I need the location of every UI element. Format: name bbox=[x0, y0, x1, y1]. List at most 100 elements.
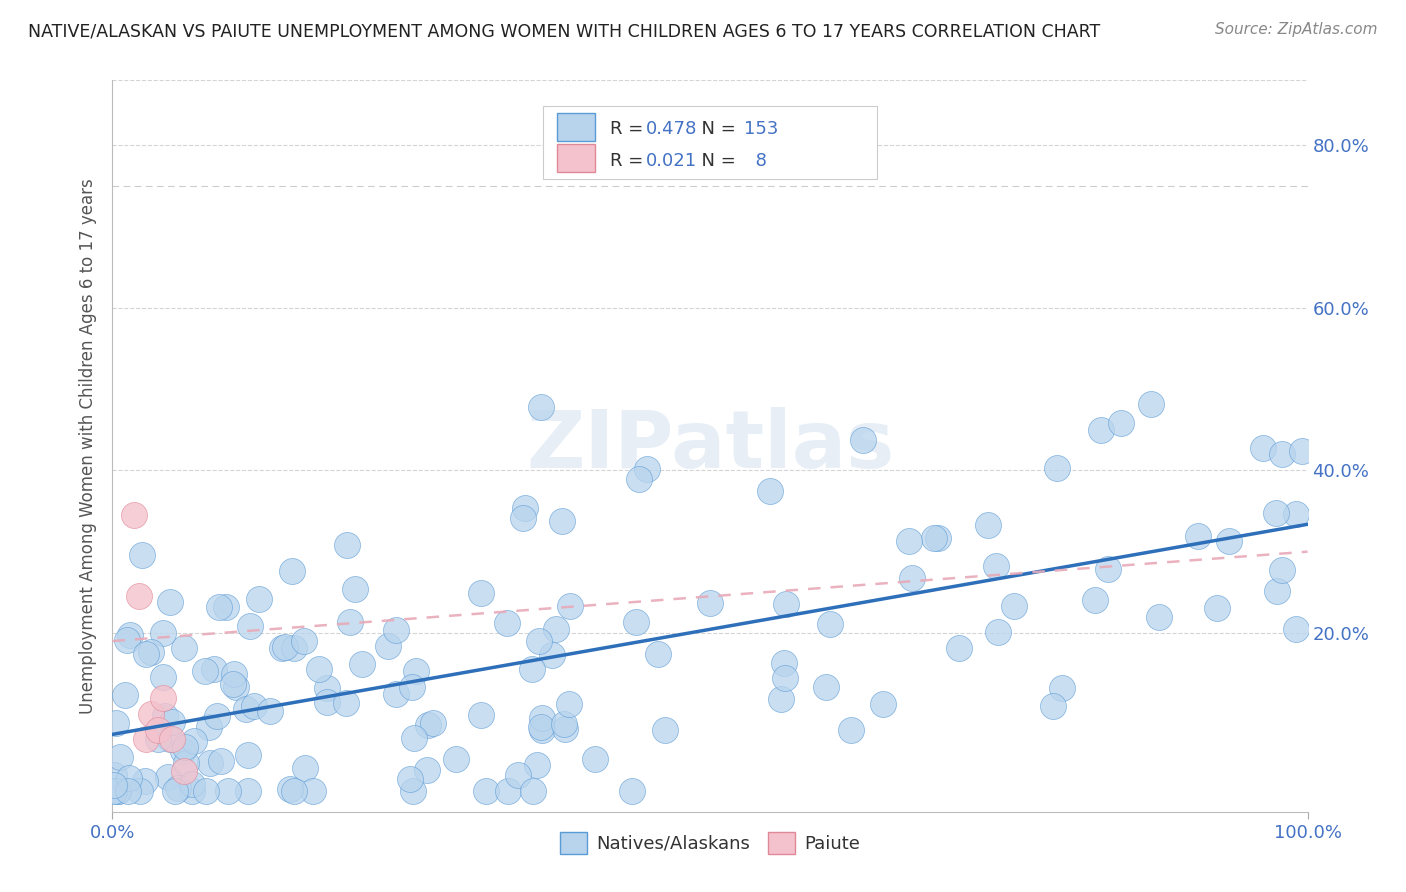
Point bbox=[129, 784, 152, 798]
Point bbox=[422, 715, 444, 730]
Point bbox=[385, 687, 408, 701]
Point bbox=[624, 615, 647, 629]
Point bbox=[1264, 506, 1286, 520]
Point bbox=[152, 690, 174, 705]
Point bbox=[209, 754, 232, 768]
Point bbox=[1187, 529, 1209, 543]
Point bbox=[818, 616, 841, 631]
Point bbox=[316, 695, 339, 709]
Point bbox=[1042, 699, 1064, 714]
Point bbox=[654, 723, 676, 737]
Point bbox=[1285, 622, 1308, 636]
Text: 8: 8 bbox=[744, 152, 766, 169]
Point bbox=[247, 592, 270, 607]
Point bbox=[553, 716, 575, 731]
Point bbox=[222, 666, 245, 681]
Text: 0.021: 0.021 bbox=[645, 152, 696, 169]
Point bbox=[418, 718, 440, 732]
Legend: Natives/Alaskans, Paiute: Natives/Alaskans, Paiute bbox=[553, 825, 868, 861]
Point bbox=[162, 714, 184, 729]
Point bbox=[551, 514, 574, 528]
Point bbox=[135, 731, 157, 746]
Point bbox=[243, 698, 266, 713]
Point bbox=[236, 784, 259, 798]
Point bbox=[208, 600, 231, 615]
Point bbox=[152, 626, 174, 640]
Point bbox=[385, 623, 408, 637]
Point bbox=[114, 688, 136, 702]
Point bbox=[927, 531, 949, 545]
Point bbox=[292, 633, 315, 648]
Point bbox=[174, 756, 197, 770]
Point bbox=[159, 732, 181, 747]
Point bbox=[446, 752, 468, 766]
Point bbox=[274, 640, 297, 655]
Text: NATIVE/ALASKAN VS PAIUTE UNEMPLOYMENT AMONG WOMEN WITH CHILDREN AGES 6 TO 17 YEA: NATIVE/ALASKAN VS PAIUTE UNEMPLOYMENT AM… bbox=[28, 22, 1101, 40]
Point bbox=[198, 756, 221, 770]
Text: ZIPatlas: ZIPatlas bbox=[526, 407, 894, 485]
Point bbox=[135, 648, 157, 662]
Point bbox=[157, 770, 180, 784]
Y-axis label: Unemployment Among Women with Children Ages 6 to 17 years: Unemployment Among Women with Children A… bbox=[79, 178, 97, 714]
Point bbox=[699, 596, 721, 610]
Point bbox=[405, 665, 427, 679]
FancyBboxPatch shape bbox=[557, 113, 595, 141]
Point bbox=[1109, 416, 1132, 430]
Point bbox=[1285, 507, 1308, 521]
Point bbox=[399, 772, 422, 787]
Point bbox=[131, 548, 153, 562]
Point bbox=[1271, 563, 1294, 577]
Text: Source: ZipAtlas.com: Source: ZipAtlas.com bbox=[1215, 22, 1378, 37]
Point bbox=[540, 648, 562, 662]
Point bbox=[520, 662, 543, 676]
Point bbox=[470, 586, 492, 600]
Point bbox=[1291, 444, 1313, 458]
Point bbox=[1265, 583, 1288, 598]
Point bbox=[416, 763, 439, 777]
Text: N =: N = bbox=[690, 120, 742, 138]
Point bbox=[637, 462, 659, 476]
Point bbox=[236, 747, 259, 762]
Point bbox=[948, 640, 970, 655]
Point bbox=[283, 641, 305, 656]
Point bbox=[128, 590, 150, 604]
Point bbox=[153, 709, 176, 723]
Point bbox=[512, 510, 534, 524]
Point bbox=[558, 698, 581, 712]
Point bbox=[271, 641, 294, 656]
Point bbox=[294, 761, 316, 775]
Point bbox=[202, 662, 225, 676]
Point bbox=[198, 721, 221, 735]
Point bbox=[496, 784, 519, 798]
Point bbox=[336, 538, 359, 552]
Point bbox=[583, 752, 606, 766]
Point bbox=[901, 571, 924, 585]
Point bbox=[530, 720, 553, 734]
Text: N =: N = bbox=[690, 152, 742, 169]
Point bbox=[174, 740, 197, 755]
Point bbox=[194, 784, 217, 798]
Point bbox=[103, 784, 125, 798]
Point bbox=[897, 533, 920, 548]
Text: 153: 153 bbox=[744, 120, 779, 138]
Point bbox=[103, 778, 125, 792]
Point bbox=[134, 774, 156, 789]
Point bbox=[872, 697, 894, 711]
Point bbox=[280, 781, 302, 796]
Point bbox=[984, 559, 1007, 574]
Point bbox=[163, 784, 186, 798]
Point bbox=[496, 615, 519, 630]
Point bbox=[758, 484, 780, 499]
Point bbox=[1097, 562, 1119, 576]
Point bbox=[104, 716, 127, 731]
Point bbox=[222, 677, 245, 691]
Point bbox=[167, 780, 190, 795]
Point bbox=[377, 639, 399, 653]
Point bbox=[139, 707, 162, 722]
Point bbox=[117, 784, 139, 798]
Point bbox=[1271, 447, 1294, 461]
Point bbox=[343, 582, 366, 596]
Point bbox=[152, 669, 174, 683]
Point bbox=[239, 619, 262, 633]
Point bbox=[770, 692, 793, 706]
